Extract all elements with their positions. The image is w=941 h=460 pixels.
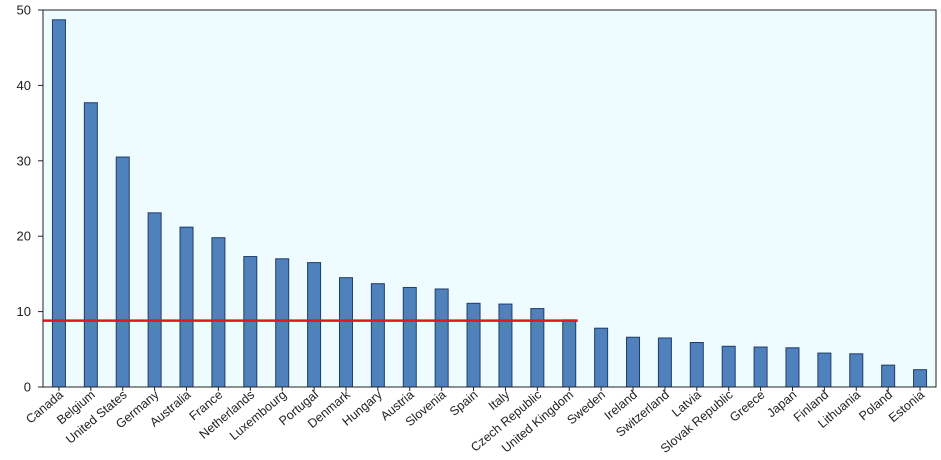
y-tick-label: 10 <box>17 304 31 319</box>
y-tick-label: 40 <box>17 78 31 93</box>
bar-ireland <box>626 336 641 388</box>
plot-frame <box>42 9 937 388</box>
plot-area <box>43 10 936 387</box>
bar-spain <box>466 302 481 388</box>
bar-lithuania <box>849 353 864 388</box>
bar-belgium <box>83 102 98 388</box>
bar-australia <box>179 226 194 388</box>
bar-portugal <box>307 262 322 388</box>
bar-canada <box>51 19 66 388</box>
bar-sweden <box>594 327 609 388</box>
y-axis: 0 10 20 30 40 50 <box>17 3 43 395</box>
bar-slovak-republic <box>721 345 736 388</box>
bar-france <box>211 237 226 388</box>
x-category-label: Greece <box>727 388 767 425</box>
y-tick-label: 50 <box>17 3 31 18</box>
bar-switzerland <box>657 337 672 388</box>
bar-united-states <box>115 156 130 388</box>
x-category-label: Estonia <box>886 388 927 426</box>
bar-poland <box>881 364 896 388</box>
y-tick-label: 0 <box>24 380 31 395</box>
bar-italy <box>498 303 513 388</box>
bar-luxembourg <box>275 258 290 388</box>
bar-germany <box>147 212 162 388</box>
y-tick-label: 30 <box>17 153 31 168</box>
bar-denmark <box>338 277 353 388</box>
bar-hungary <box>370 283 385 388</box>
bar-finland <box>817 352 832 388</box>
bars <box>51 19 928 388</box>
bar-estonia <box>913 369 928 388</box>
bar-latvia <box>689 342 704 388</box>
bar-japan <box>785 347 800 388</box>
y-tick-label: 20 <box>17 229 31 244</box>
x-category-label: Spain <box>447 388 481 419</box>
bar-greece <box>753 346 768 388</box>
bar-united-kingdom <box>562 319 577 388</box>
bar-slovenia <box>434 288 449 388</box>
bar-austria <box>402 286 417 388</box>
